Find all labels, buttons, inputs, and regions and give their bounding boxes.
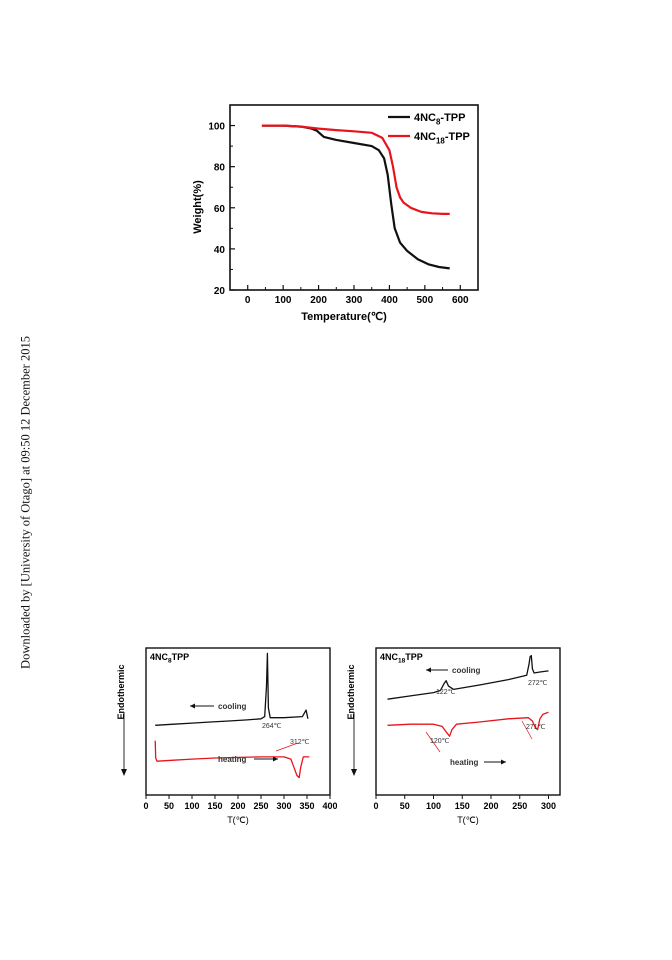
dsc2-annotations: cooling heating 122℃ 272℃ 120℃ 271℃	[425, 666, 548, 767]
tga-x-tick-label: 400	[381, 295, 398, 306]
tga-x-tick-label: 200	[310, 295, 327, 306]
dsc2-axes: 0 50 100 150 200 250 300 T(℃) Endothermic 4NC18TP…	[346, 647, 561, 825]
dsc2-series-line-1	[387, 711, 549, 737]
dsc2-peak-272: 272℃	[528, 680, 548, 687]
download-watermark: Downloaded by [University of Otago] at 0…	[18, 336, 33, 669]
tga-x-tick-label: 300	[346, 295, 363, 306]
dsc1-peak-264: 264℃	[262, 723, 282, 730]
tga-x-tick-label: 500	[417, 295, 434, 306]
dsc2-peak-271-guide	[521, 720, 533, 740]
dsc2-x-tick-label: 0	[373, 801, 378, 811]
dsc2-x-tick-label: 150	[455, 801, 470, 811]
tga-legend-label-0: 4NC8-TPP	[414, 112, 465, 126]
dsc1-x-tick-label: 50	[164, 801, 174, 811]
dsc2-x-tick-label: 50	[400, 801, 410, 811]
dsc1-x-tick-label: 350	[299, 801, 314, 811]
dsc1-x-tick-label: 0	[143, 801, 148, 811]
tga-y-tick-label: 100	[208, 122, 225, 133]
tga-series	[261, 124, 450, 270]
dsc1-heating-label: heating	[218, 755, 247, 764]
dsc1-x-tick-label: 300	[276, 801, 291, 811]
dsc1-heating-label-arrowhead	[273, 756, 278, 762]
dsc2-x-tick-label: 100	[426, 801, 441, 811]
dsc2-heating-label: heating	[450, 758, 479, 767]
tga-legend-label-1: 4NC18-TPP	[414, 131, 470, 145]
dsc1-peak-312-guide	[275, 742, 299, 752]
dsc1-x-axis-label: T(℃)	[227, 815, 249, 825]
tga-y-tick-label: 80	[214, 163, 226, 174]
dsc1-series-line-0	[155, 652, 309, 726]
dsc1-y-axis-label: Endothermic	[116, 664, 126, 719]
dsc2-x-tick-label: 200	[483, 801, 498, 811]
dsc1-series-line-1	[154, 740, 310, 779]
tga-y-tick-label: 40	[214, 245, 226, 256]
dsc1-cooling-label: cooling	[218, 702, 247, 711]
dsc1-cooling-label-arrowhead	[190, 703, 195, 709]
dsc1-series	[154, 652, 310, 779]
tga-x-axis-label: Temperature(℃)	[301, 311, 387, 323]
tga-y-tick-label: 20	[214, 286, 226, 297]
dsc1-title: 4NC8TPP	[150, 652, 189, 665]
dsc2-title: 4NC18TPP	[380, 652, 423, 665]
dsc2-peak-271: 271℃	[526, 724, 546, 731]
dsc2-peak-122: 122℃	[436, 689, 456, 696]
dsc2-peak-120: 120℃	[430, 738, 450, 745]
dsc1-peak-312: 312℃	[290, 739, 310, 746]
tga-axes: 0 100 200 300 400 500 600 20 40 60 80 100	[208, 104, 479, 306]
tga-y-axis-label: Weight(%)	[192, 180, 204, 234]
dsc1-plot-frame	[145, 647, 331, 796]
tga-x-tick-label: 100	[275, 295, 292, 306]
dsc1-x-tick-label: 400	[322, 801, 337, 811]
dsc2-cooling-label: cooling	[452, 666, 481, 675]
dsc-chart-4nc18: 0 50 100 150 200 250 300 T(℃) Endothermic 4NC18TP…	[346, 647, 561, 825]
tga-x-tick-label: 600	[452, 295, 469, 306]
dsc2-y-axis-label: Endothermic	[346, 664, 356, 719]
dsc1-x-tick-label: 200	[230, 801, 245, 811]
tga-plot-frame	[229, 104, 479, 291]
dsc-chart-4nc8: 0 50 100 150 200 250 300 350 400 T(℃) Endothermic 4…	[116, 647, 337, 825]
dsc2-peak-120-guide	[425, 731, 441, 753]
dsc1-endo-arrow-head	[121, 769, 127, 776]
tga-series-line-0	[261, 124, 450, 270]
tga-x-tick-label: 0	[245, 295, 251, 306]
tga-series-line-1	[261, 124, 450, 215]
dsc1-annotations: cooling heating 264℃ 312℃	[190, 702, 310, 764]
dsc2-heating-label-arrowhead	[501, 759, 506, 765]
dsc2-plot-frame	[375, 647, 561, 796]
dsc2-cooling-label-arrowhead	[426, 667, 431, 673]
tga-y-tick-label: 60	[214, 204, 226, 215]
dsc1-x-tick-label: 250	[253, 801, 268, 811]
dsc1-x-tick-label: 100	[184, 801, 199, 811]
dsc1-axes: 0 50 100 150 200 250 300 350 400 T(℃) Endothermic 4…	[116, 647, 337, 825]
dsc2-x-axis-label: T(℃)	[457, 815, 479, 825]
dsc2-series-line-0	[387, 654, 549, 700]
dsc2-endo-arrow-head	[351, 769, 357, 776]
tga-legend: 4NC8-TPP 4NC18-TPP	[388, 112, 470, 145]
dsc2-series	[387, 654, 549, 737]
dsc2-x-tick-label: 250	[512, 801, 527, 811]
dsc1-x-tick-label: 150	[207, 801, 222, 811]
dsc2-x-tick-label: 300	[541, 801, 556, 811]
